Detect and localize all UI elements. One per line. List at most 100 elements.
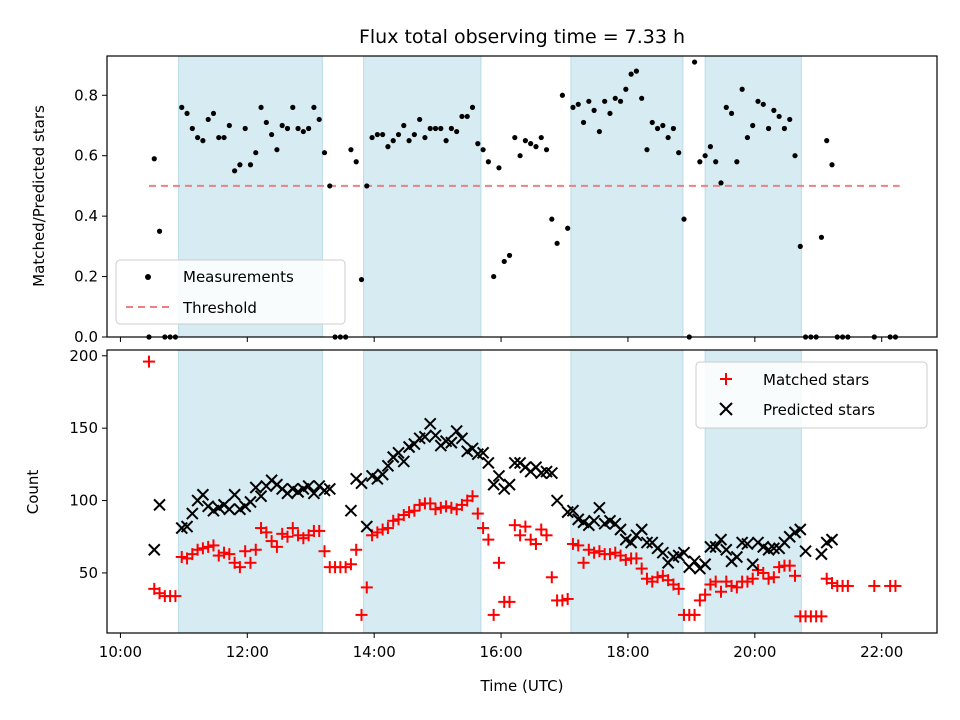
matched-stars-point (471, 507, 484, 520)
top-legend: Measurements Threshold (115, 259, 346, 325)
x-tick-label: 22:00 (860, 643, 903, 661)
matched-stars-point (360, 581, 373, 594)
measurements-point (284, 125, 291, 132)
x-tick-label: 16:00 (479, 643, 522, 661)
measurements-point (269, 131, 275, 138)
measurements-point (676, 150, 682, 156)
predicted-stars-point (344, 504, 358, 517)
measurements-point (797, 243, 803, 249)
measurements-point (290, 104, 296, 110)
predicted-stars-point (508, 456, 522, 470)
matched-stars-point (704, 578, 717, 591)
matched-stars-point (276, 527, 289, 540)
measurement-points (146, 59, 899, 340)
measurements-point (411, 131, 417, 138)
predicted-stars-point (640, 536, 654, 549)
measurements-point (422, 134, 428, 141)
measurements-point (829, 162, 835, 168)
matched-stars-point (593, 545, 606, 558)
matched-stars-point (477, 522, 490, 535)
measurements-point (200, 138, 206, 144)
y-tick-label: 0.0 (74, 328, 98, 346)
top-panel: Flux total observing time = 7.33 h 0.00.… (30, 26, 938, 346)
predicted-stars-point (794, 523, 807, 536)
matched-stars-point (582, 543, 595, 556)
matched-stars-point (297, 532, 310, 545)
bottom-legend: Matched stars Predicted stars (695, 361, 928, 429)
measurements-point (633, 68, 640, 74)
measurements-point (274, 147, 280, 153)
matched-stars-point (535, 523, 548, 536)
predicted-stars-point (730, 550, 744, 564)
measurements-point (517, 153, 523, 159)
matched-stars-point (270, 540, 283, 553)
predicted-stars-point (709, 540, 722, 554)
measurements-point (179, 104, 185, 110)
measurements-point (300, 128, 306, 135)
observing-span-2 (363, 55, 482, 338)
matched-stars-point (503, 595, 516, 608)
matched-stars-point (153, 587, 166, 600)
predicted-stars-point (249, 481, 262, 494)
matched-stars-point (635, 562, 648, 575)
matched-stars-point (413, 498, 426, 511)
predicted-stars-point (714, 533, 728, 546)
measurements-point (750, 122, 756, 129)
matched-stars-point (762, 572, 775, 585)
predicted-stars-point (429, 429, 442, 442)
y-tick-label: 150 (69, 419, 98, 437)
matched-stars-point (355, 608, 368, 621)
observing-span-2 (363, 349, 482, 634)
measurements-point (792, 153, 798, 159)
matched-stars-point (826, 577, 839, 590)
measurements-point (475, 141, 481, 147)
measurements-point (427, 125, 433, 132)
measurements-point (189, 125, 195, 132)
matched-stars-point (492, 556, 505, 569)
measurements-point (744, 134, 751, 141)
matched-stars-point (318, 545, 331, 558)
matched-stars-point (730, 581, 743, 594)
matched-stars-point (709, 575, 722, 588)
measurements-point (401, 122, 407, 129)
matched-stars-point (783, 559, 796, 572)
measurements-point (258, 104, 264, 110)
measurements-point (464, 113, 470, 120)
measurements-point (718, 180, 724, 186)
measurements-point (612, 95, 618, 101)
legend-label-matched: Matched stars (763, 371, 869, 389)
predicted-stars-point (397, 455, 410, 468)
x-axis-label: Time (UTC) (480, 677, 564, 695)
predicted-stars-point (799, 545, 812, 558)
y-tick-label: 0.2 (74, 268, 98, 286)
measurements-point (242, 125, 248, 132)
measurements-point (210, 110, 217, 117)
measurements-point (707, 144, 714, 150)
predicted-stars-point (720, 543, 733, 556)
matched-stars-point (529, 537, 542, 550)
top-y-axis-label: Matched/Predicted stars (30, 105, 48, 287)
measurements-point (364, 183, 370, 189)
predicted-stars-point (815, 547, 828, 561)
measurements-point (617, 98, 624, 104)
predicted-stars-point (825, 533, 839, 546)
predicted-stars-point (503, 478, 516, 491)
matched-stars-point (545, 571, 558, 584)
measurements-point (226, 122, 232, 129)
matched-stars-point (466, 490, 479, 503)
measurements-point (506, 252, 513, 259)
measurements-point (818, 234, 825, 240)
predicted-stars-point (302, 479, 315, 493)
predicted-stars-point (587, 514, 601, 528)
bottom-x-ticks: 10:00 12:00 14:00 16:00 18:00 20:00 22:00 (99, 633, 903, 661)
predicted-stars-point (323, 482, 336, 496)
measurements-point (438, 125, 444, 132)
matched-stars-point (223, 548, 236, 561)
matched-stars-point (265, 535, 278, 548)
matched-stars-point (841, 579, 854, 592)
measurements-point (327, 183, 333, 189)
measurements-point (459, 113, 465, 120)
observing-span-4 (704, 55, 802, 338)
y-tick-label: 200 (69, 347, 98, 365)
predicted-stars-point (228, 488, 241, 501)
